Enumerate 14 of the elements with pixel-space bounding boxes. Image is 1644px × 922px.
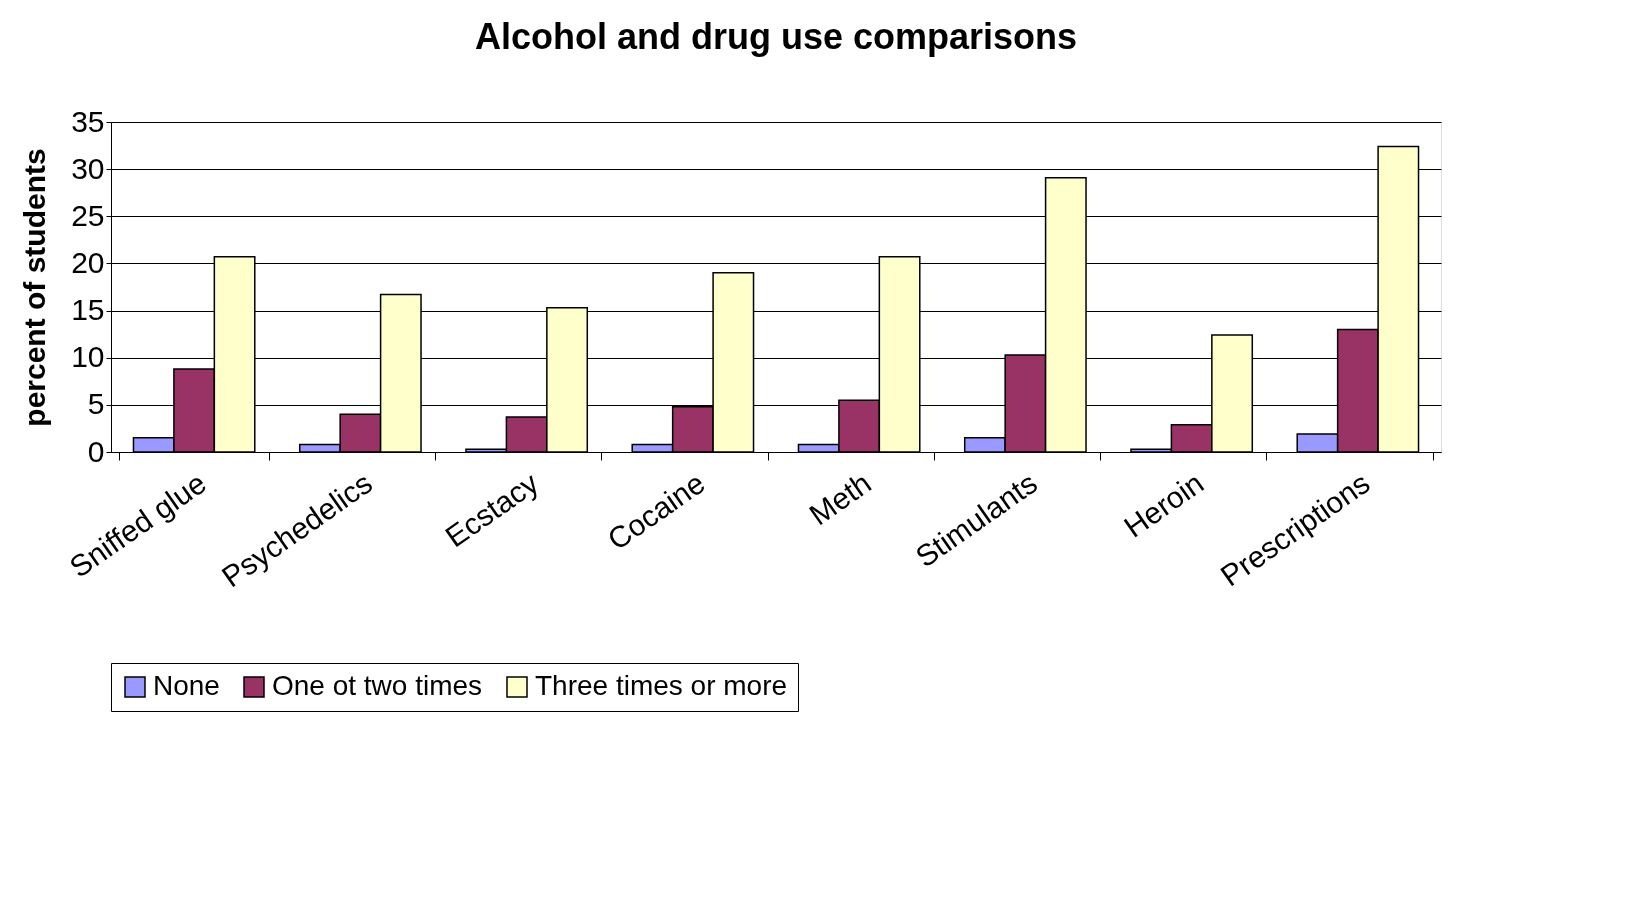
y-tick-label: 10 xyxy=(71,340,105,374)
y-tick-label: 15 xyxy=(71,293,105,327)
chart-title: Alcohol and drug use comparisons xyxy=(474,16,1078,57)
y-tick-label: 35 xyxy=(71,104,105,138)
y-tick-label: 30 xyxy=(71,151,105,185)
y-tick-label: 20 xyxy=(71,245,105,279)
legend-label: None xyxy=(153,670,220,701)
legend-label: Three times or more xyxy=(535,670,788,701)
y-tick-label: 5 xyxy=(87,387,105,421)
x-tick-label: Meth xyxy=(803,466,877,532)
y-axis-title: percent of students xyxy=(18,148,52,427)
y-tick-label: 25 xyxy=(71,198,105,232)
legend-label: One ot two times xyxy=(272,670,483,701)
y-tick-label: 0 xyxy=(87,434,105,468)
